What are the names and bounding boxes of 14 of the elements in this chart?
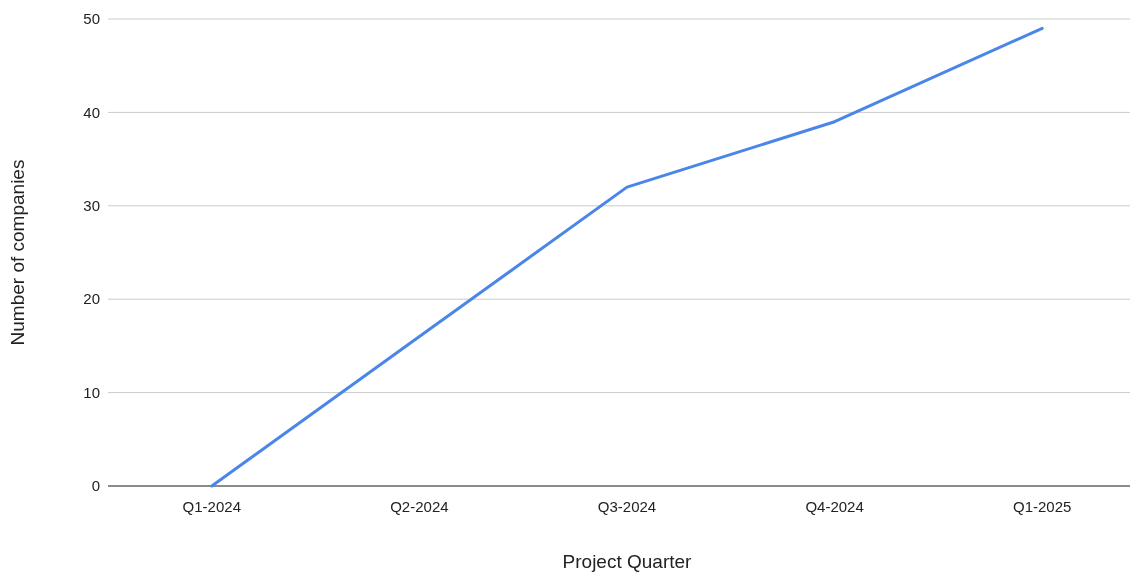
- x-axis-title: Project Quarter: [562, 551, 693, 572]
- y-tick-label: 50: [83, 10, 100, 28]
- x-tick-label: Q1-2025: [1013, 498, 1072, 515]
- line-series: [210, 26, 1044, 488]
- x-tick-label: Q3-2024: [597, 498, 657, 515]
- x-tick-label: Q4-2024: [805, 498, 864, 515]
- y-tick-label: 10: [83, 383, 100, 401]
- y-tick-label: 40: [83, 103, 100, 121]
- y-tick-label: 30: [83, 197, 100, 215]
- y-axis-title: Number of companies: [7, 159, 28, 346]
- y-tick-label: 20: [83, 290, 100, 308]
- x-tick-label: Q2-2024: [390, 498, 449, 515]
- x-tick-label: Q1-2024: [182, 498, 241, 515]
- y-tick-label: 0: [91, 477, 100, 495]
